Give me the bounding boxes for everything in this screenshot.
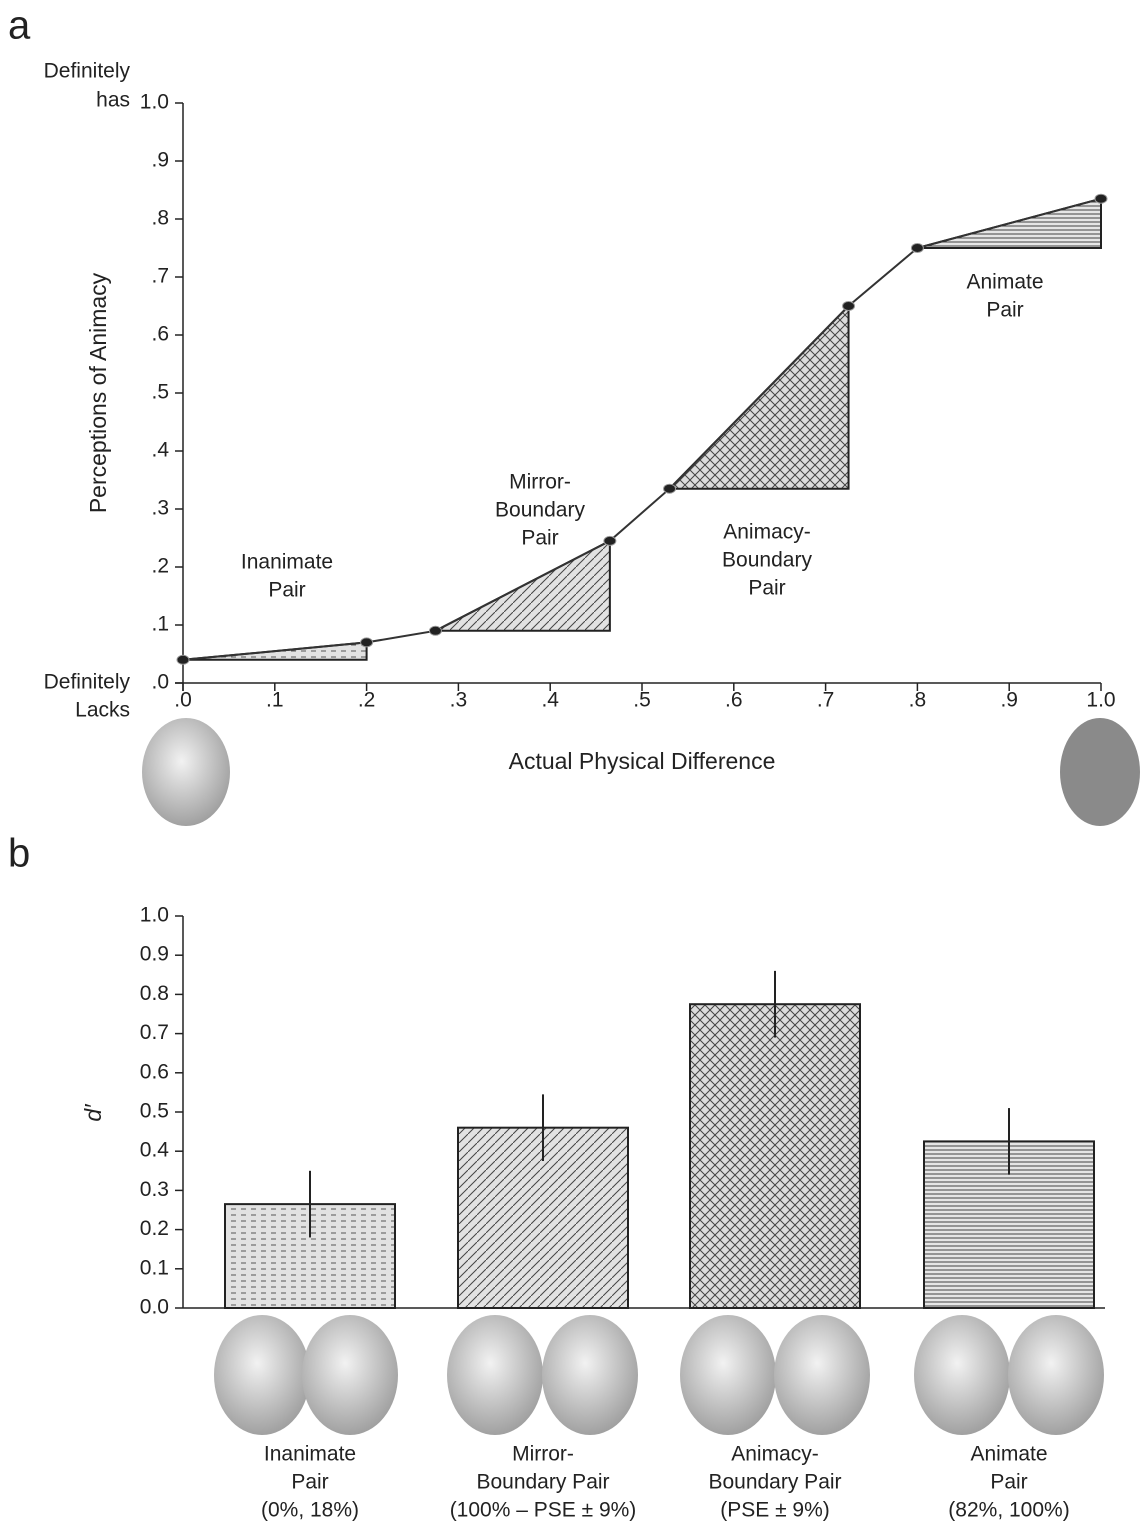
x-tick-label: Pair bbox=[990, 1471, 1027, 1494]
y-tick-label: .9 bbox=[151, 149, 169, 172]
point bbox=[176, 654, 190, 665]
panel-label: b bbox=[8, 832, 30, 876]
y-axis-title: d′ bbox=[80, 1104, 106, 1122]
y-tick-label: 0.9 bbox=[140, 943, 169, 966]
y-tick-label: 0.5 bbox=[140, 1100, 169, 1123]
y-tick-label: 1.0 bbox=[140, 91, 169, 114]
x-tick-label: Mirror- bbox=[512, 1443, 574, 1466]
region-label: Pair bbox=[986, 299, 1023, 322]
region-label: Animacy- bbox=[723, 521, 811, 544]
x-tick-label: 1.0 bbox=[1086, 689, 1115, 712]
region-label: Animate bbox=[966, 271, 1043, 294]
x-tick-label: .7 bbox=[817, 689, 835, 712]
line-series bbox=[182, 197, 1102, 661]
point bbox=[663, 483, 677, 494]
y-tick-label: .0 bbox=[151, 671, 169, 694]
x-tick-label: .9 bbox=[1000, 689, 1018, 712]
x-tick-label: (100% – PSE ± 9%) bbox=[450, 1499, 637, 1522]
y-tick-label: 0.6 bbox=[140, 1060, 169, 1083]
x-tick-label: .2 bbox=[358, 689, 376, 712]
region-label: Pair bbox=[748, 577, 785, 600]
x-tick-label: (0%, 18%) bbox=[261, 1499, 359, 1522]
y-tick-label: .1 bbox=[151, 613, 169, 636]
y-tick-label: 0.8 bbox=[140, 982, 169, 1005]
point bbox=[428, 625, 442, 636]
x-tick-label: (PSE ± 9%) bbox=[720, 1499, 830, 1522]
x-tick-label: Boundary Pair bbox=[476, 1471, 609, 1494]
y-tick-label: .8 bbox=[151, 207, 169, 230]
point bbox=[603, 535, 617, 546]
x-tick-label: .8 bbox=[909, 689, 927, 712]
y-axis-title: Perceptions of Animacy bbox=[85, 272, 111, 513]
y-tick-label: .2 bbox=[151, 555, 169, 578]
region-label: Mirror- bbox=[509, 471, 571, 494]
x-tick-label: .1 bbox=[266, 689, 284, 712]
x-tick-label: Animate bbox=[970, 1443, 1047, 1466]
face-images bbox=[142, 718, 1140, 1435]
y-tick-label: 0.0 bbox=[140, 1296, 169, 1319]
y-tick-label: 0.1 bbox=[140, 1256, 169, 1279]
x-tick-label: Inanimate bbox=[264, 1443, 356, 1466]
x-tick-label: Animacy- bbox=[731, 1443, 819, 1466]
y-tick-label: 1.0 bbox=[140, 904, 169, 927]
x-axis-title: Actual Physical Difference bbox=[509, 748, 776, 774]
y-tick-label: 0.3 bbox=[140, 1178, 169, 1201]
point bbox=[360, 637, 374, 648]
region-label: Pair bbox=[268, 579, 305, 602]
y-tick-label: 0.7 bbox=[140, 1021, 169, 1044]
point bbox=[1094, 193, 1108, 204]
y-top-note: has bbox=[96, 89, 130, 112]
y-tick-label: 0.2 bbox=[140, 1217, 169, 1240]
y-bottom-note: Lacks bbox=[75, 699, 130, 722]
panel-label: a bbox=[8, 4, 31, 48]
x-tick-label: Boundary Pair bbox=[708, 1471, 841, 1494]
x-tick-label: .6 bbox=[725, 689, 743, 712]
y-bottom-note: Definitely bbox=[44, 671, 131, 694]
region-label: Inanimate bbox=[241, 551, 333, 574]
y-top-note: Definitely bbox=[44, 60, 131, 83]
x-tick-label: .3 bbox=[450, 689, 468, 712]
y-tick-label: 0.4 bbox=[140, 1139, 170, 1162]
region-label: Boundary bbox=[495, 499, 585, 522]
region-label: Pair bbox=[521, 527, 558, 550]
y-tick-label: .5 bbox=[151, 381, 169, 404]
y-tick-label: .6 bbox=[151, 323, 169, 346]
x-tick-label: .5 bbox=[633, 689, 651, 712]
x-tick-label: .4 bbox=[541, 689, 559, 712]
x-tick-label: .0 bbox=[174, 689, 192, 712]
y-tick-label: .7 bbox=[151, 265, 169, 288]
point bbox=[842, 301, 856, 311]
bar bbox=[689, 1003, 861, 1309]
y-tick-label: .3 bbox=[151, 497, 169, 520]
y-tick-label: .4 bbox=[151, 439, 169, 462]
point bbox=[910, 243, 924, 253]
x-tick-label: Pair bbox=[291, 1471, 328, 1494]
region-label: Boundary bbox=[722, 549, 812, 572]
x-tick-label: (82%, 100%) bbox=[948, 1499, 1069, 1522]
